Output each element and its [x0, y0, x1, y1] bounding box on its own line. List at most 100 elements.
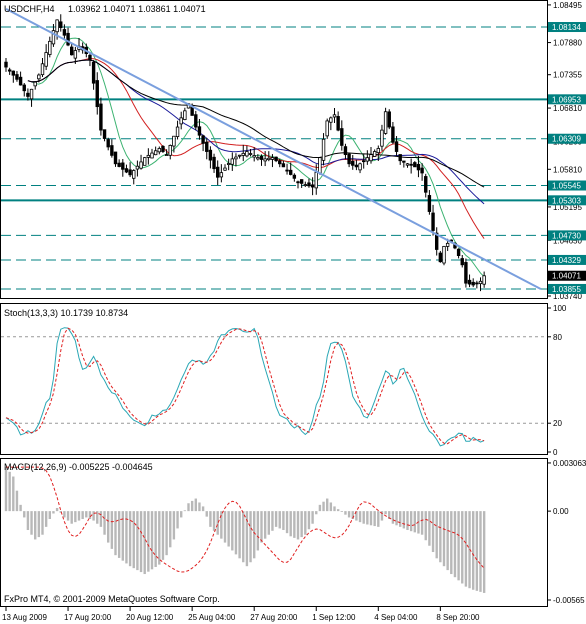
candle-body-down	[99, 103, 103, 131]
candle	[164, 149, 169, 156]
candle-body-down	[464, 262, 468, 284]
candle-body-down	[292, 174, 297, 179]
candle-body-down	[285, 169, 289, 172]
macd-bar	[420, 511, 424, 535]
candle	[471, 278, 475, 288]
candle	[194, 110, 198, 131]
macd-bar	[132, 511, 135, 569]
candle-body-down	[66, 32, 70, 46]
candle	[234, 153, 238, 167]
macd-bar	[245, 511, 249, 567]
candle-body-up	[164, 154, 169, 156]
candle-body-down	[467, 279, 472, 285]
candle	[11, 70, 15, 83]
macd-bar	[461, 511, 464, 584]
stoch-tick-label: 0	[553, 448, 558, 457]
candle	[369, 146, 373, 164]
macd-bar	[300, 511, 303, 538]
candlesticks	[4, 14, 486, 292]
candle-body-down	[347, 153, 351, 165]
macd-bar	[88, 511, 92, 519]
stoch-axis: 100 80 20 0	[547, 304, 567, 457]
macd-bar	[278, 511, 281, 529]
price-tick-label: 1.05195	[553, 203, 582, 212]
time-tick-label: 4 Sep 04:00	[374, 613, 418, 622]
macd-tick-label: 0.003063	[553, 459, 586, 468]
candle	[237, 154, 242, 159]
candle	[102, 129, 107, 142]
candle	[70, 43, 74, 56]
candle-body-up	[146, 154, 151, 158]
macd-bar	[55, 507, 59, 512]
price-tick-label: 1.05810	[553, 165, 582, 174]
candle-body-up	[325, 120, 329, 137]
candle	[153, 146, 158, 156]
macd-bar	[285, 511, 289, 534]
macd-bar	[12, 476, 15, 512]
candle-body-down	[91, 62, 96, 84]
candle-body-up	[256, 157, 260, 160]
candle	[117, 159, 121, 168]
macd-bar	[143, 511, 146, 575]
level-label: 1.05545	[552, 182, 581, 191]
macd-bar	[304, 511, 307, 535]
candle-body-up	[369, 154, 373, 162]
candle	[226, 158, 231, 171]
candle	[4, 57, 8, 72]
candle	[321, 133, 326, 166]
candle-body-up	[142, 157, 147, 166]
level-label-box	[548, 195, 586, 206]
macd-axis: 0.003063 0.00 -0.00565	[547, 459, 586, 605]
candle-body-up	[372, 151, 377, 157]
macd-bar	[19, 504, 22, 512]
candle-body-down	[460, 258, 464, 266]
macd-bar	[205, 511, 208, 517]
candle	[336, 111, 340, 132]
candle	[128, 162, 132, 178]
stoch-tick-label: 20	[553, 419, 562, 428]
candle-body-down	[336, 116, 340, 131]
candle	[150, 148, 154, 159]
macd-bar	[464, 511, 468, 587]
macd-bar	[85, 511, 88, 518]
macd-tick-label: -0.00565	[553, 596, 585, 605]
stoch-panel-frame	[0, 303, 548, 455]
macd-bar	[373, 511, 376, 527]
moving-averages	[27, 37, 485, 277]
candle-body-down	[307, 182, 311, 187]
macd-bar	[322, 501, 325, 512]
time-tick-label: 1 Sep 12:00	[312, 613, 356, 622]
candle	[416, 155, 421, 178]
time-tick-label: 17 Aug 20:00	[64, 613, 112, 622]
candle-body-down	[354, 164, 359, 168]
macd-bar	[282, 511, 285, 531]
candle	[121, 159, 125, 177]
candle	[478, 277, 483, 292]
macd-bar	[48, 511, 51, 519]
candle	[139, 154, 143, 170]
candle-body-down	[26, 92, 30, 97]
macd-bar	[121, 511, 124, 561]
candle-body-up	[237, 154, 242, 157]
candle-body-down	[343, 146, 348, 155]
candle-body-down	[475, 282, 479, 285]
macd-bar	[366, 511, 369, 525]
candle	[270, 154, 275, 168]
macd-bar	[37, 511, 41, 538]
candle	[420, 163, 424, 181]
candle-body-down	[409, 163, 413, 166]
macd-bar	[442, 511, 446, 567]
level-label-box	[548, 283, 586, 294]
macd-bar	[172, 511, 176, 540]
candle	[288, 162, 293, 176]
macd-bar	[107, 511, 110, 543]
candle	[402, 160, 406, 168]
candle	[405, 163, 410, 168]
macd-bar	[409, 511, 413, 532]
macd-bar	[176, 511, 179, 529]
macd-bar	[347, 511, 351, 518]
candle-body-down	[416, 163, 421, 171]
macd-bar	[435, 511, 438, 559]
trendline[interactable]	[5, 8, 542, 291]
